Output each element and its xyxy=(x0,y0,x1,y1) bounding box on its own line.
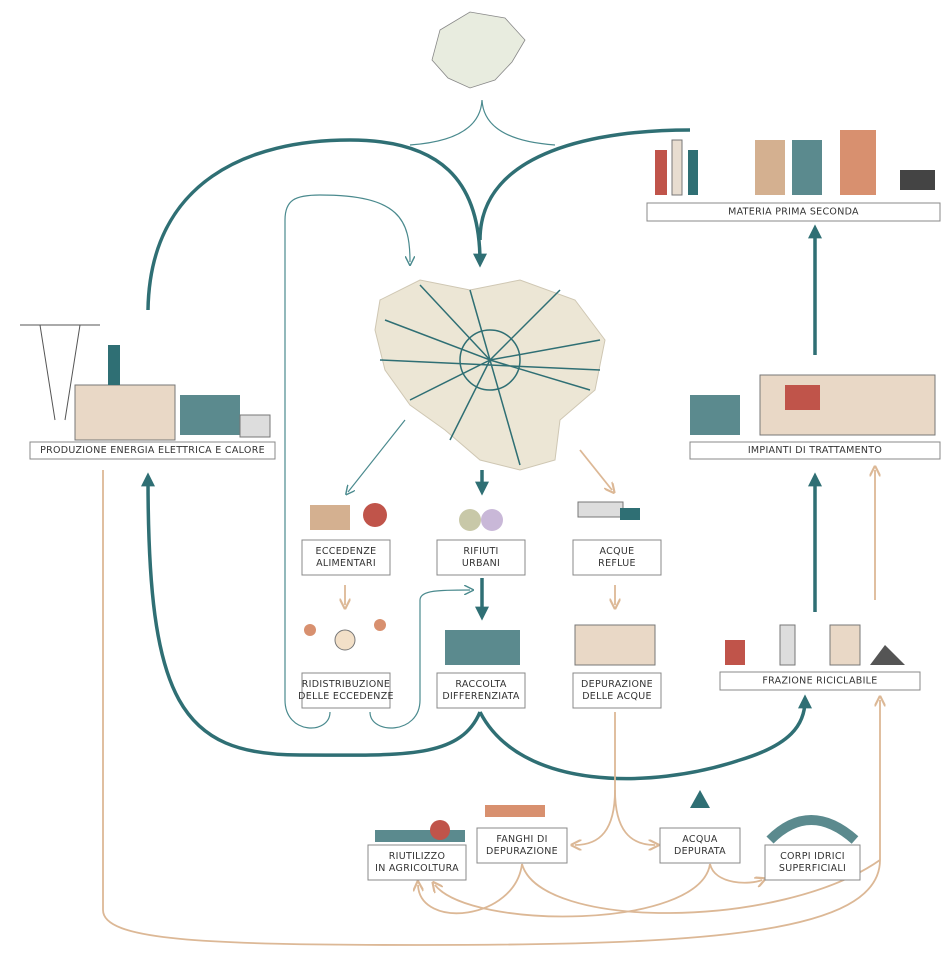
node-label: DEPURAZIONE xyxy=(486,846,558,857)
node-label: DEPURAZIONE xyxy=(581,679,653,690)
node-label: ACQUE xyxy=(600,546,635,557)
arrow xyxy=(103,700,880,945)
europe-map xyxy=(432,12,525,88)
node-label: FRAZIONE RICICLABILE xyxy=(762,676,877,687)
node-label: SUPERFICIALI xyxy=(779,863,846,874)
arrow xyxy=(615,790,655,845)
node-label: RIUTILIZZO xyxy=(389,851,446,862)
node-label: ALIMENTARI xyxy=(316,558,376,569)
node-label: RACCOLTA xyxy=(455,679,506,690)
arrow xyxy=(348,420,405,492)
node-label: IN AGRICOLTURA xyxy=(375,863,459,874)
node-label: DEPURATA xyxy=(674,846,726,857)
node-label: DELLE ECCEDENZE xyxy=(298,691,394,702)
europe-link xyxy=(410,100,555,145)
node-label: FANGHI DI xyxy=(496,834,547,845)
node-label: CORPI IDRICI xyxy=(780,851,845,862)
arrow xyxy=(710,864,762,883)
diagram: MATERIA PRIMA SECONDA PRODUZIONE ENERGIA … xyxy=(0,0,941,954)
node-label: DELLE ACQUE xyxy=(582,691,652,702)
node-label: MATERIA PRIMA SECONDA xyxy=(728,207,859,218)
node-label: RIFIUTI xyxy=(463,546,498,557)
node-label: DIFFERENZIATA xyxy=(442,691,519,702)
arrow xyxy=(435,864,710,916)
node-label: ECCEDENZE xyxy=(316,546,377,557)
node-label: REFLUE xyxy=(598,558,636,569)
milan-map xyxy=(375,280,605,470)
node-label: IMPIANTI DI TRATTAMENTO xyxy=(748,445,882,456)
node-label: URBANI xyxy=(462,558,500,569)
arrow xyxy=(580,450,612,490)
node-label: RIDISTRIBUZIONE xyxy=(302,679,390,690)
node-label: ACQUA xyxy=(682,834,718,845)
arrow xyxy=(480,700,805,779)
node-label: PRODUZIONE ENERGIA ELETTRICA E CALORE xyxy=(40,445,265,456)
